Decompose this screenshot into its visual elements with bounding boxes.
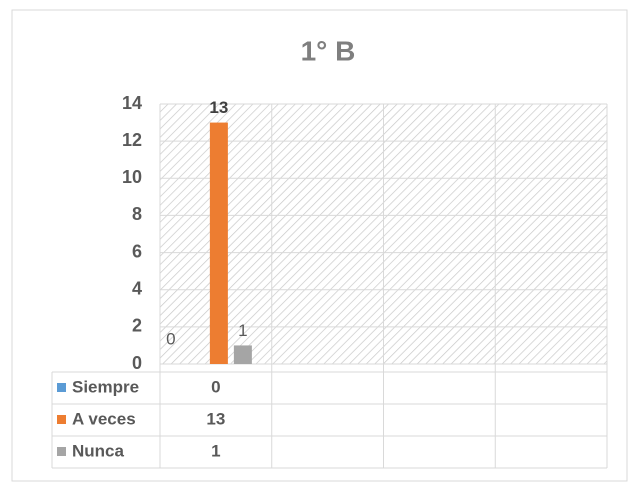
table-value: 0 <box>211 377 220 396</box>
data-label: 1 <box>238 321 247 340</box>
legend-key <box>57 447 66 456</box>
y-tick-label: 0 <box>132 353 142 373</box>
legend-label: Nunca <box>72 441 125 460</box>
y-tick-label: 8 <box>132 204 142 224</box>
y-tick-label: 10 <box>122 167 142 187</box>
y-tick-label: 2 <box>132 316 142 336</box>
legend-label: Siempre <box>72 377 139 396</box>
chart-title: 1° B <box>301 35 356 66</box>
table-value: 1 <box>211 441 220 460</box>
legend-key <box>57 383 66 392</box>
y-tick-label: 14 <box>122 93 142 113</box>
data-label: 0 <box>166 329 175 348</box>
y-tick-label: 12 <box>122 130 142 150</box>
y-tick-label: 6 <box>132 241 142 261</box>
y-tick-label: 4 <box>132 278 142 298</box>
data-label: 13 <box>209 98 228 117</box>
bar <box>209 122 228 364</box>
table-value: 13 <box>206 409 225 428</box>
legend-label: A veces <box>72 409 136 428</box>
legend-key <box>57 415 66 424</box>
bar <box>233 345 252 364</box>
